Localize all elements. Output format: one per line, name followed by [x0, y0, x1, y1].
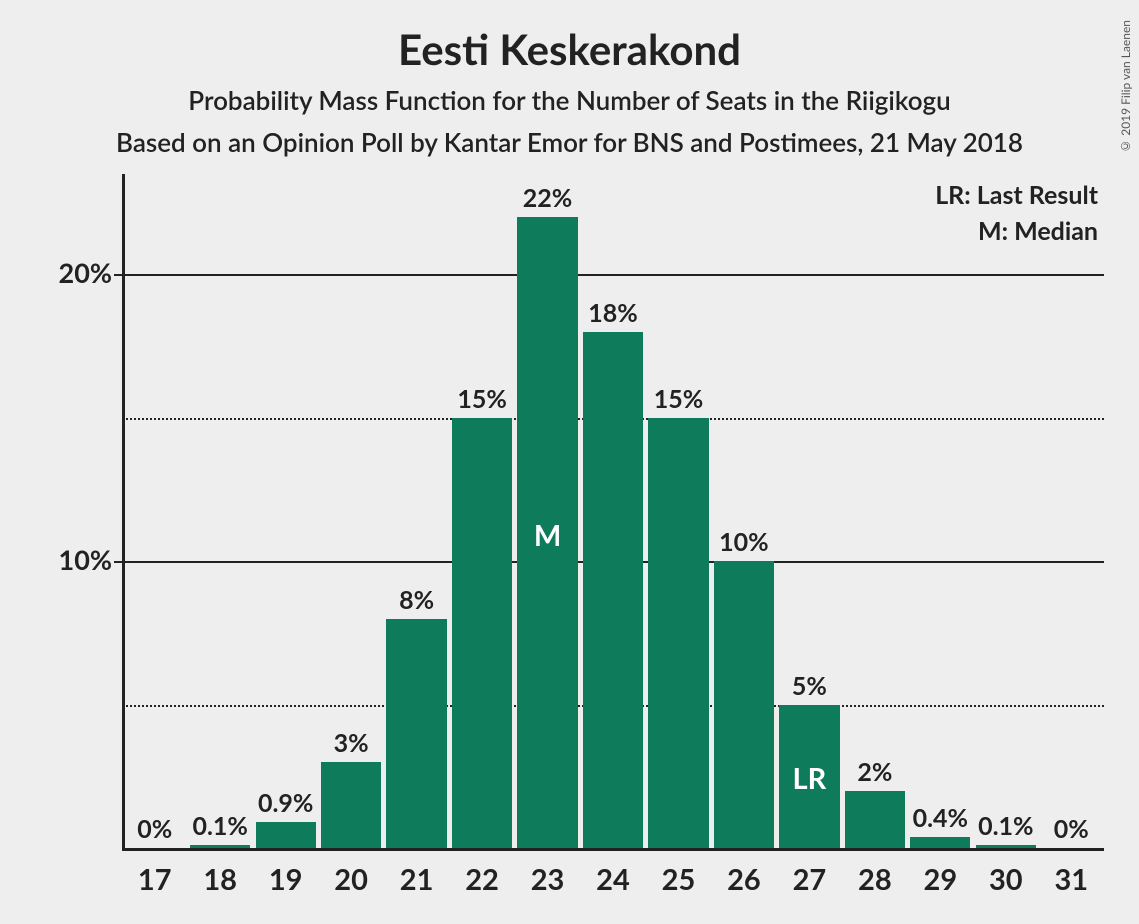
- y-tick: [114, 561, 122, 563]
- x-axis: [122, 848, 1104, 851]
- bar-value-label: 0.9%: [246, 788, 326, 818]
- bar: [190, 845, 250, 848]
- x-tick-label: 27: [776, 862, 842, 897]
- x-tick-label: 29: [907, 862, 973, 897]
- bar-value-label: 10%: [704, 527, 784, 557]
- bar: [583, 332, 643, 848]
- bar-value-label: 3%: [311, 728, 391, 758]
- gridline-major: [122, 274, 1104, 276]
- x-tick-label: 19: [253, 862, 319, 897]
- x-tick-label: 25: [645, 862, 711, 897]
- bar: [321, 762, 381, 848]
- bar: [386, 619, 446, 848]
- legend-m: M: Median: [978, 216, 1098, 246]
- x-tick-label: 26: [711, 862, 777, 897]
- y-tick: [114, 274, 122, 276]
- bar: [452, 418, 512, 848]
- bar-overlay-label: M: [515, 518, 581, 553]
- bar: [648, 418, 708, 848]
- legend-lr: LR: Last Result: [935, 180, 1098, 210]
- bar-value-label: 15%: [638, 384, 718, 414]
- x-tick-label: 18: [187, 862, 253, 897]
- x-tick-label: 30: [973, 862, 1039, 897]
- x-tick-label: 17: [122, 862, 188, 897]
- x-tick-label: 21: [384, 862, 450, 897]
- x-tick-label: 23: [515, 862, 581, 897]
- bar-value-label: 8%: [377, 585, 457, 615]
- x-tick-label: 22: [449, 862, 515, 897]
- bar: [714, 561, 774, 848]
- bar-value-label: 15%: [442, 384, 522, 414]
- bar-value-label: 2%: [835, 757, 915, 787]
- bar-value-label: 0%: [1031, 814, 1111, 844]
- x-tick-label: 28: [842, 862, 908, 897]
- bar-value-label: 22%: [508, 183, 588, 213]
- bar-value-label: 18%: [573, 298, 653, 328]
- bar: [256, 822, 316, 848]
- x-tick-label: 20: [318, 862, 384, 897]
- chart-container: Eesti Keskerakond Probability Mass Funct…: [0, 0, 1139, 924]
- bar: [910, 837, 970, 848]
- bar-overlay-label: LR: [776, 761, 842, 796]
- bar-value-label: 5%: [769, 671, 849, 701]
- plot-area: 10%20%0%170.1%180.9%193%208%2115%2222%M2…: [0, 0, 1139, 924]
- y-tick-label: 10%: [22, 543, 112, 576]
- x-tick-label: 31: [1038, 862, 1104, 897]
- y-tick-label: 20%: [22, 256, 112, 289]
- bar: [845, 791, 905, 848]
- bar: [976, 845, 1036, 848]
- x-tick-label: 24: [580, 862, 646, 897]
